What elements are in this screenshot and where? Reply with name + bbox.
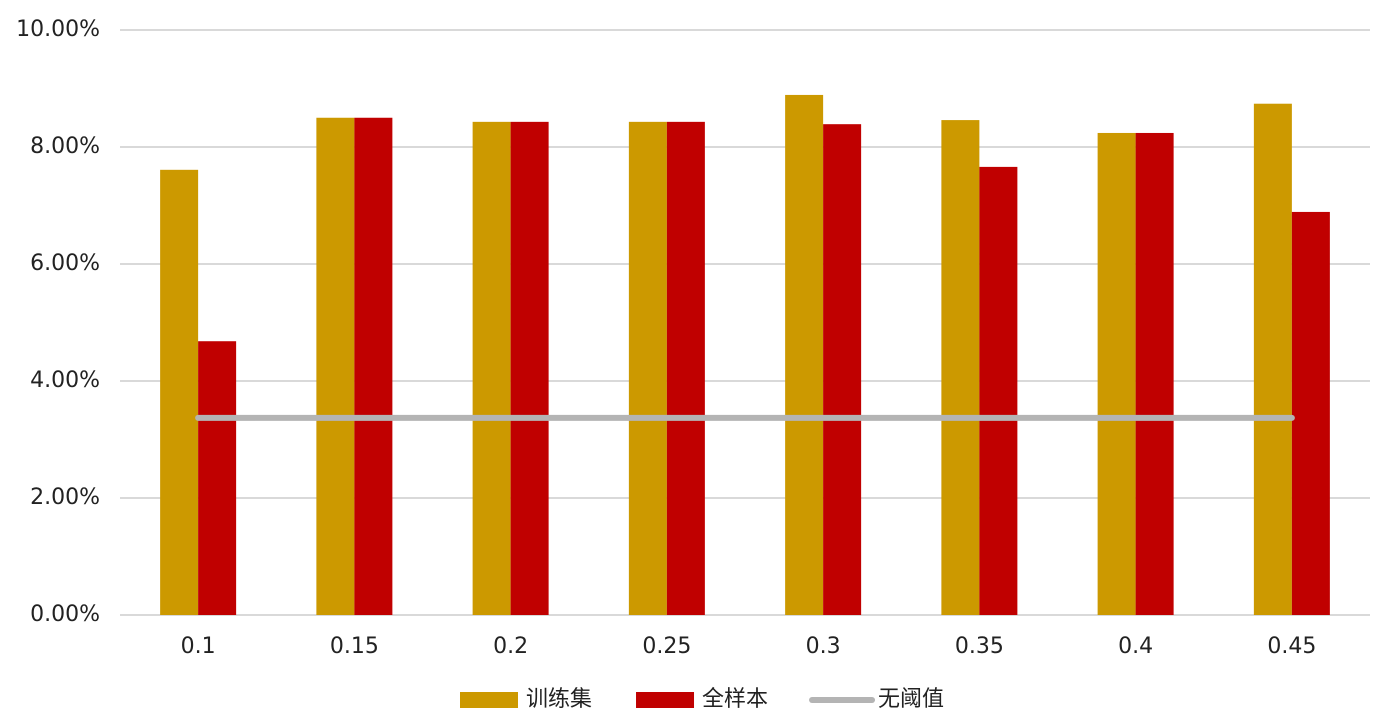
bar <box>823 124 862 615</box>
bar <box>1253 103 1292 616</box>
bar <box>472 121 511 615</box>
x-tick-label: 0.45 <box>1267 634 1316 659</box>
x-tick-label: 0.15 <box>330 634 379 659</box>
y-tick-label: 0.00% <box>30 602 100 627</box>
x-tick-label: 0.3 <box>806 634 841 659</box>
y-tick-label: 4.00% <box>30 368 100 393</box>
bar <box>354 117 393 615</box>
x-tick-label: 0.35 <box>955 634 1004 659</box>
y-tick-label: 8.00% <box>30 134 100 159</box>
legend-swatch <box>460 692 518 708</box>
legend-swatch <box>636 692 695 708</box>
y-tick-label: 10.00% <box>16 17 100 42</box>
bar <box>1097 132 1136 615</box>
x-tick-label: 0.25 <box>642 634 691 659</box>
legend-label: 无阈值 <box>878 687 944 712</box>
bar <box>1135 132 1174 615</box>
y-tick-label: 2.00% <box>30 485 100 510</box>
bar <box>785 94 824 615</box>
bar <box>1291 211 1330 615</box>
legend-label: 训练集 <box>526 687 592 712</box>
bar <box>160 169 199 615</box>
x-tick-label: 0.2 <box>493 634 528 659</box>
y-tick-label: 6.00% <box>30 251 100 276</box>
x-tick-label: 0.4 <box>1118 634 1153 659</box>
bar <box>941 120 980 615</box>
bar <box>628 121 667 615</box>
bar <box>510 121 549 615</box>
bar <box>666 121 705 615</box>
bar <box>198 341 237 615</box>
legend-label: 全样本 <box>702 687 768 712</box>
bar <box>979 166 1018 615</box>
bar <box>316 117 355 615</box>
x-tick-label: 0.1 <box>181 634 216 659</box>
